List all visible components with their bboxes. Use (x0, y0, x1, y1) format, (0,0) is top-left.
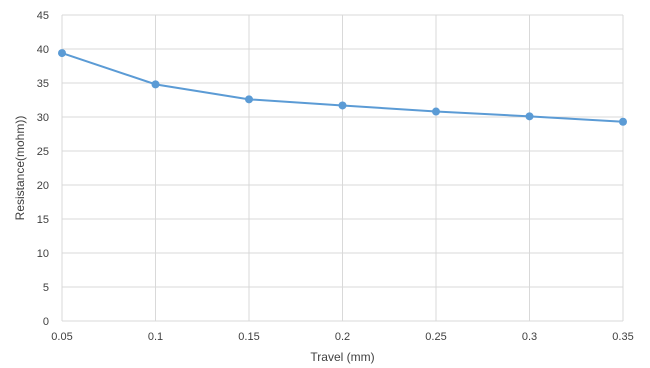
x-tick-label: 0.1 (148, 331, 163, 343)
x-axis-title: Travel (mm) (310, 350, 374, 364)
y-tick-label: 35 (37, 78, 49, 90)
x-tick-label: 0.25 (425, 331, 446, 343)
data-point (432, 107, 440, 116)
data-point (245, 95, 253, 104)
grid (61, 14, 624, 322)
x-tick-label: 0.2 (335, 331, 350, 343)
y-tick-label: 30 (37, 112, 49, 124)
data-point (619, 117, 627, 126)
axes: 0 5 10 15 20 25 30 35 40 45 0.05 0.1 0.15 0.2 0.25 0.3 0… (37, 10, 634, 343)
y-axis-title: Resistance(mohm)) (13, 116, 27, 221)
series-resistance (58, 49, 627, 126)
y-tick-label: 40 (37, 44, 49, 56)
x-tick-label: 0.3 (522, 331, 537, 343)
data-point (525, 112, 534, 121)
y-tick-label: 0 (43, 316, 49, 328)
x-tick-label: 0.15 (238, 331, 259, 343)
y-tick-label: 20 (37, 180, 49, 192)
y-tick-label: 5 (43, 282, 49, 294)
y-tick-label: 45 (37, 10, 49, 22)
y-tick-label: 15 (37, 214, 49, 226)
x-tick-label: 0.35 (612, 331, 633, 343)
y-tick-label: 10 (37, 248, 49, 260)
x-tick-label: 0.05 (51, 331, 72, 343)
y-tick-label: 25 (37, 146, 49, 158)
data-point (151, 80, 160, 89)
data-point (58, 49, 66, 58)
data-point (338, 101, 347, 110)
